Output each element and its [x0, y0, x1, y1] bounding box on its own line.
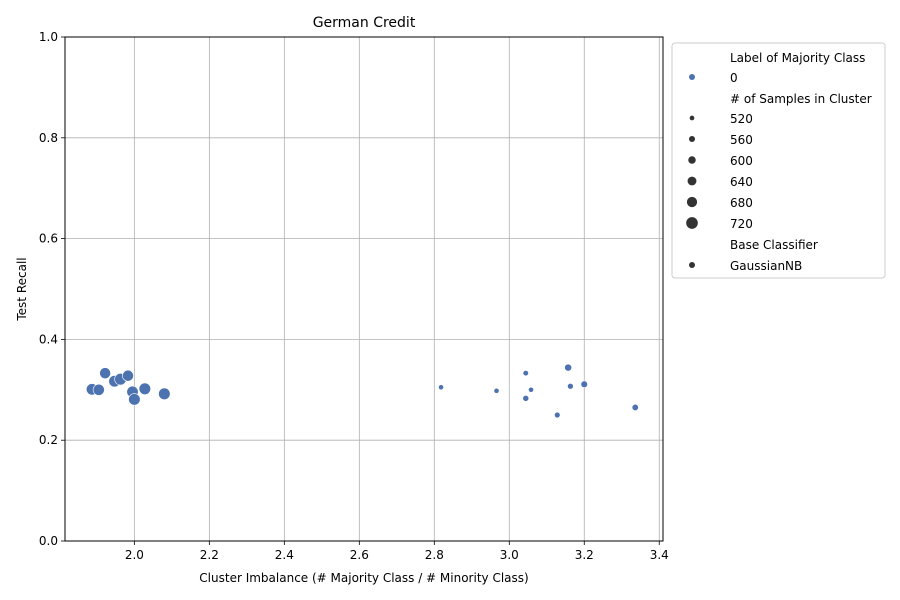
legend-style-label: GaussianNB — [730, 259, 802, 273]
legend-size-label: 520 — [730, 112, 753, 126]
data-point — [92, 383, 105, 396]
legend-hue-title: Label of Majority Class — [730, 51, 865, 65]
y-tick-label: 1.0 — [39, 30, 58, 44]
plot-frame — [64, 36, 664, 542]
legend-size-marker — [686, 196, 698, 208]
legend-size-label: 680 — [730, 196, 753, 210]
x-tick-label: 3.2 — [575, 548, 594, 562]
data-point — [522, 370, 529, 377]
data-point — [564, 363, 573, 372]
legend-size-title: # of Samples in Cluster — [730, 92, 872, 106]
x-tick-label: 3.0 — [500, 548, 519, 562]
data-point — [99, 367, 111, 380]
data-point — [554, 411, 561, 419]
legend: Label of Majority Class 0 # of Samples i… — [671, 42, 886, 279]
legend-box — [671, 42, 886, 279]
legend-size-label: 600 — [730, 154, 753, 168]
x-axis-ticks: 2.0 2.2 2.4 2.6 2.8 3.0 3.2 3.4 — [125, 541, 669, 562]
y-tick-label: 0.8 — [39, 131, 58, 145]
data-point — [138, 382, 151, 395]
legend-size-marker — [686, 217, 698, 229]
legend-size-label: 720 — [730, 217, 753, 231]
legend-hue-label: 0 — [730, 71, 738, 85]
legend-size-marker — [687, 176, 697, 186]
y-tick-label: 0.0 — [39, 534, 58, 548]
y-axis-label: Test Recall — [15, 257, 29, 321]
legend-size-label: 640 — [730, 175, 753, 189]
legend-size-marker — [688, 135, 696, 143]
x-tick-label: 2.4 — [275, 548, 294, 562]
data-point — [493, 387, 500, 394]
y-tick-label: 0.4 — [39, 332, 58, 346]
legend-style-marker — [689, 262, 695, 268]
legend-size-markers — [686, 115, 698, 229]
data-point — [128, 393, 141, 406]
legend-hue-marker — [689, 74, 695, 80]
legend-size-label: 560 — [730, 133, 753, 147]
scatter-points — [85, 363, 639, 419]
legend-size-marker — [689, 115, 695, 121]
legend-size-marker — [688, 156, 696, 164]
legend-style-title: Base Classifier — [730, 238, 818, 252]
y-tick-label: 0.2 — [39, 433, 58, 447]
data-point — [522, 395, 530, 402]
x-tick-label: 2.8 — [425, 548, 444, 562]
data-point — [567, 383, 574, 390]
x-tick-label: 2.0 — [125, 548, 144, 562]
data-point — [580, 380, 588, 388]
x-axis-label: Cluster Imbalance (# Majority Class / # … — [199, 571, 528, 585]
y-tick-label: 0.6 — [39, 232, 58, 246]
data-point — [631, 403, 639, 411]
x-tick-label: 3.4 — [650, 548, 669, 562]
data-point — [528, 386, 534, 393]
data-point — [438, 384, 444, 391]
y-axis-ticks: 0.0 0.2 0.4 0.6 0.8 1.0 — [39, 30, 65, 548]
chart-title: German Credit — [313, 15, 416, 31]
x-tick-label: 2.2 — [200, 548, 219, 562]
data-point — [122, 369, 134, 382]
data-point — [158, 387, 171, 400]
x-tick-label: 2.6 — [350, 548, 369, 562]
